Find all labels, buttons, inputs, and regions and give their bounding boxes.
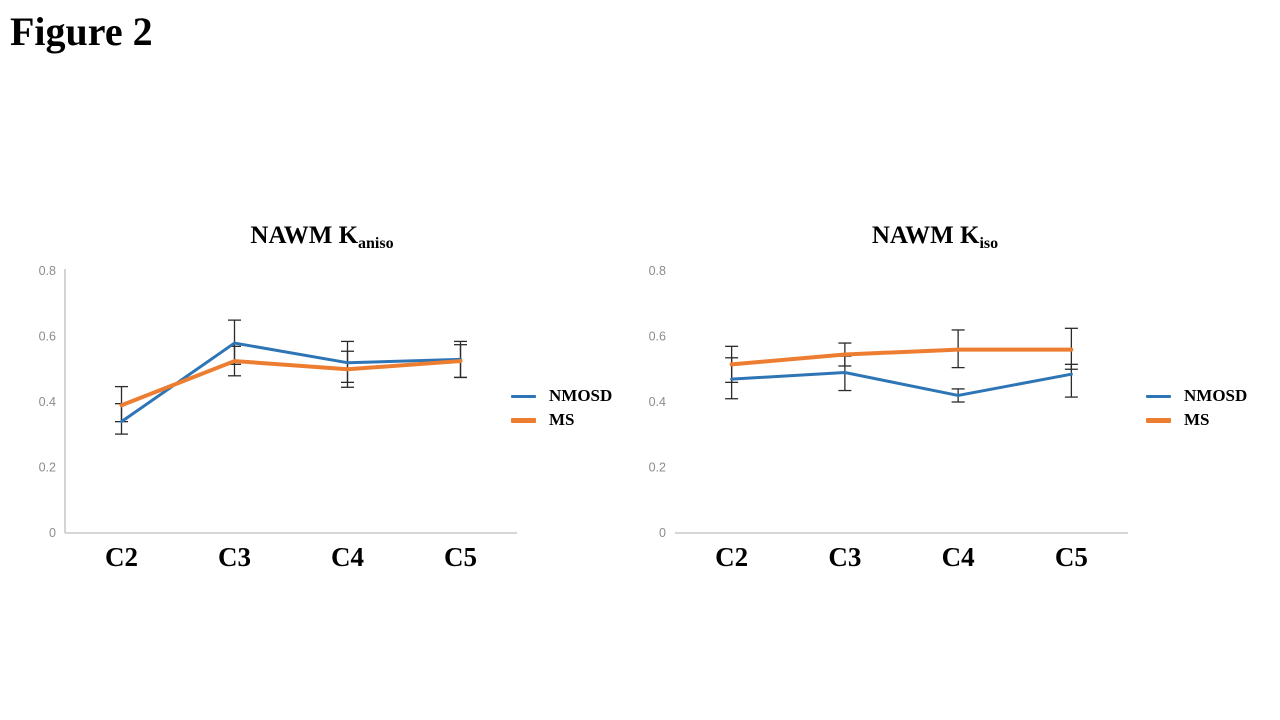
legend-item-nmosd: NMOSD xyxy=(1146,386,1248,406)
chart-title-kaniso: NAWM Kaniso xyxy=(250,222,394,252)
figure-label: Figure 2 xyxy=(10,9,153,54)
chart-title-subscript: iso xyxy=(979,235,999,252)
ms-line-swatch-icon xyxy=(1146,417,1171,423)
chart-title-main: NAWM K xyxy=(871,222,980,249)
legend-kaniso: NMOSD MS xyxy=(511,386,613,430)
chart-title-subscript: aniso xyxy=(358,235,394,252)
series-line-ms xyxy=(729,347,1074,367)
y-tick-label: 0 xyxy=(49,526,56,540)
x-category-label: C5 xyxy=(444,542,477,572)
x-category-label: C3 xyxy=(828,542,861,572)
x-category-label: C2 xyxy=(105,542,138,572)
legend-label: NMOSD xyxy=(549,386,613,405)
legend-item-ms: MS xyxy=(1146,409,1247,430)
chart-title-kiso: NAWM Kiso xyxy=(871,222,999,252)
chart-title-main: NAWM K xyxy=(250,222,359,249)
legend-kiso: NMOSD MS xyxy=(1146,386,1248,430)
x-category-label: C4 xyxy=(942,542,975,572)
x-category-label: C3 xyxy=(218,542,251,572)
nmosd-line-swatch-icon xyxy=(1146,394,1171,398)
ms-line-swatch-icon xyxy=(511,417,536,423)
legend-label: NMOSD xyxy=(1184,386,1248,405)
x-category-label: C5 xyxy=(1055,542,1088,572)
y-tick-label: 0.6 xyxy=(649,330,666,344)
series-line-nmosd xyxy=(730,371,1073,397)
legend-item-ms: MS xyxy=(511,409,612,430)
legend-label: MS xyxy=(549,409,575,429)
y-tick-label: 0 xyxy=(659,526,666,540)
legend-label: MS xyxy=(1184,409,1210,429)
y-tick-label: 0.2 xyxy=(649,461,666,475)
y-tick-label: 0.4 xyxy=(649,395,666,409)
x-category-label: C4 xyxy=(331,542,364,572)
x-category-label: C2 xyxy=(715,542,748,572)
y-tick-label: 0.8 xyxy=(39,264,56,278)
nmosd-line-swatch-icon xyxy=(511,394,536,398)
legend-item-nmosd: NMOSD xyxy=(511,386,613,406)
series-line-nmosd xyxy=(120,341,462,424)
y-tick-label: 0.6 xyxy=(39,330,56,344)
series-line-ms xyxy=(119,359,463,408)
y-tick-label: 0.4 xyxy=(39,395,56,409)
y-tick-label: 0.8 xyxy=(649,264,666,278)
y-tick-label: 0.2 xyxy=(39,461,56,475)
